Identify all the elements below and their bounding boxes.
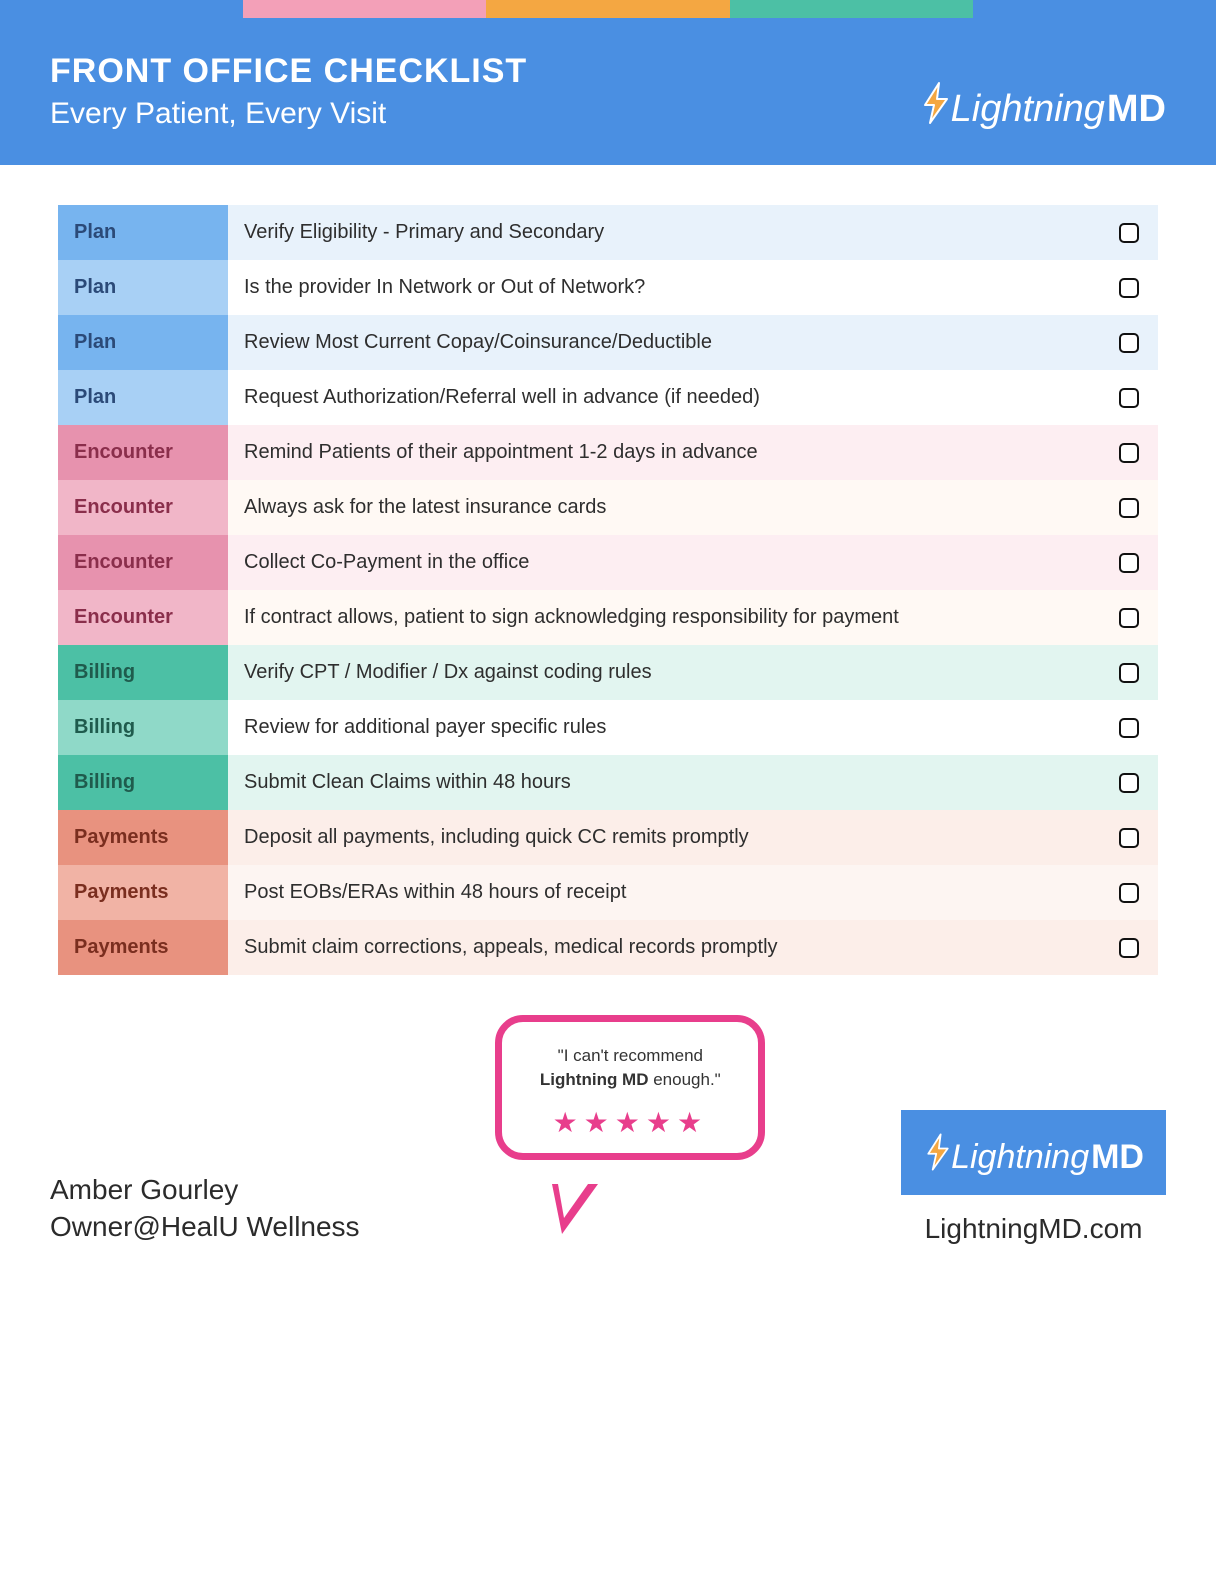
task-checkbox[interactable] [1119, 443, 1139, 463]
checkbox-cell [1100, 480, 1158, 535]
checkbox-cell [1100, 590, 1158, 645]
checkbox-cell [1100, 755, 1158, 810]
top-color-stripe [0, 0, 1216, 18]
task-description: Submit Clean Claims within 48 hours [228, 755, 1100, 810]
category-label: Billing [58, 700, 228, 755]
category-label: Plan [58, 260, 228, 315]
task-checkbox[interactable] [1119, 553, 1139, 573]
category-label: Billing [58, 755, 228, 810]
checkbox-cell [1100, 700, 1158, 755]
checklist-row: EncounterIf contract allows, patient to … [58, 590, 1158, 645]
brand-word-md: MD [1107, 88, 1166, 131]
checklist-row: EncounterAlways ask for the latest insur… [58, 480, 1158, 535]
category-label: Plan [58, 205, 228, 260]
checklist-row: PlanIs the provider In Network or Out of… [58, 260, 1158, 315]
checklist-row: PaymentsDeposit all payments, including … [58, 810, 1158, 865]
checkbox-cell [1100, 535, 1158, 590]
category-label: Payments [58, 865, 228, 920]
task-description: Is the provider In Network or Out of Net… [228, 260, 1100, 315]
checkbox-cell [1100, 645, 1158, 700]
testimonial-attribution: Amber Gourley Owner@HealU Wellness [50, 1172, 360, 1245]
task-checkbox[interactable] [1119, 608, 1139, 628]
task-checkbox[interactable] [1119, 773, 1139, 793]
checklist-row: PlanRequest Authorization/Referral well … [58, 370, 1158, 425]
checkbox-cell [1100, 260, 1158, 315]
checklist-row: PaymentsSubmit claim corrections, appeal… [58, 920, 1158, 975]
task-description: Verify Eligibility - Primary and Seconda… [228, 205, 1100, 260]
testimonial-quote: "I can't recommend Lightning MD enough." [520, 1044, 740, 1092]
task-description: Request Authorization/Referral well in a… [228, 370, 1100, 425]
task-checkbox[interactable] [1119, 333, 1139, 353]
checklist-table: PlanVerify Eligibility - Primary and Sec… [58, 205, 1158, 975]
checklist-row: PaymentsPost EOBs/ERAs within 48 hours o… [58, 865, 1158, 920]
checklist-row: EncounterCollect Co-Payment in the offic… [58, 535, 1158, 590]
checklist-row: BillingVerify CPT / Modifier / Dx agains… [58, 645, 1158, 700]
category-label: Payments [58, 920, 228, 975]
checkbox-cell [1100, 865, 1158, 920]
checklist-row: PlanVerify Eligibility - Primary and Sec… [58, 205, 1158, 260]
footer: Amber Gourley Owner@HealU Wellness "I ca… [0, 975, 1216, 1295]
task-checkbox[interactable] [1119, 498, 1139, 518]
checkbox-cell [1100, 425, 1158, 480]
attribution-org: Owner@HealU Wellness [50, 1209, 360, 1245]
task-description: Always ask for the latest insurance card… [228, 480, 1100, 535]
page-title: FRONT OFFICE CHECKLIST [50, 52, 527, 91]
task-checkbox[interactable] [1119, 663, 1139, 683]
brand-word-light: Lightning [951, 88, 1105, 131]
header-banner: FRONT OFFICE CHECKLIST Every Patient, Ev… [0, 18, 1216, 165]
task-description: Verify CPT / Modifier / Dx against codin… [228, 645, 1100, 700]
five-star-rating-icon: ★★★★★ [520, 1106, 740, 1139]
checklist-row: PlanReview Most Current Copay/Coinsuranc… [58, 315, 1158, 370]
checkbox-cell [1100, 315, 1158, 370]
task-checkbox[interactable] [1119, 278, 1139, 298]
brand-logo: Lightning MD [919, 77, 1166, 131]
task-checkbox[interactable] [1119, 718, 1139, 738]
category-label: Encounter [58, 480, 228, 535]
lightning-bolt-icon [923, 1132, 953, 1181]
category-label: Payments [58, 810, 228, 865]
task-description: Collect Co-Payment in the office [228, 535, 1100, 590]
category-label: Plan [58, 315, 228, 370]
checkbox-cell [1100, 920, 1158, 975]
brand-url: LightningMD.com [901, 1213, 1166, 1245]
testimonial-bubble: "I can't recommend Lightning MD enough."… [495, 1015, 765, 1245]
task-description: Post EOBs/ERAs within 48 hours of receip… [228, 865, 1100, 920]
task-checkbox[interactable] [1119, 223, 1139, 243]
task-description: Review for additional payer specific rul… [228, 700, 1100, 755]
task-checkbox[interactable] [1119, 938, 1139, 958]
checklist-row: EncounterRemind Patients of their appoin… [58, 425, 1158, 480]
lightning-bolt-icon [919, 81, 953, 135]
page-subtitle: Every Patient, Every Visit [50, 97, 527, 131]
brand-logo-box: Lightning MD [901, 1110, 1166, 1195]
checklist-row: BillingSubmit Clean Claims within 48 hou… [58, 755, 1158, 810]
checkbox-cell [1100, 205, 1158, 260]
category-label: Encounter [58, 535, 228, 590]
task-description: Remind Patients of their appointment 1-2… [228, 425, 1100, 480]
task-description: If contract allows, patient to sign ackn… [228, 590, 1100, 645]
category-label: Encounter [58, 590, 228, 645]
checkbox-cell [1100, 370, 1158, 425]
attribution-name: Amber Gourley [50, 1172, 360, 1208]
category-label: Plan [58, 370, 228, 425]
task-checkbox[interactable] [1119, 883, 1139, 903]
task-description: Review Most Current Copay/Coinsurance/De… [228, 315, 1100, 370]
task-description: Submit claim corrections, appeals, medic… [228, 920, 1100, 975]
category-label: Billing [58, 645, 228, 700]
category-label: Encounter [58, 425, 228, 480]
task-checkbox[interactable] [1119, 388, 1139, 408]
footer-brand-block: Lightning MD LightningMD.com [901, 1110, 1166, 1245]
checkbox-cell [1100, 810, 1158, 865]
checklist-row: BillingReview for additional payer speci… [58, 700, 1158, 755]
task-checkbox[interactable] [1119, 828, 1139, 848]
task-description: Deposit all payments, including quick CC… [228, 810, 1100, 865]
header-text: FRONT OFFICE CHECKLIST Every Patient, Ev… [50, 52, 527, 131]
